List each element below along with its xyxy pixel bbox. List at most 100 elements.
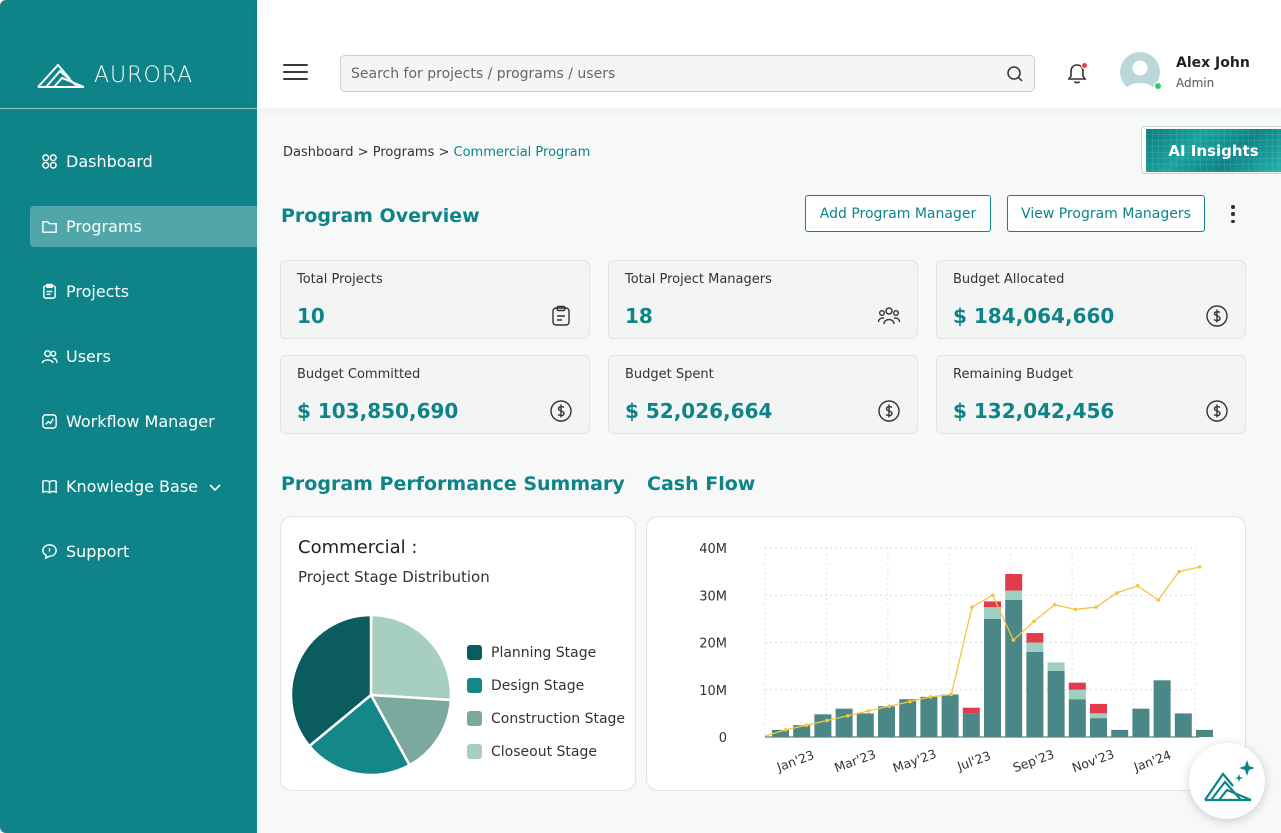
- assistant-fab-button[interactable]: [1189, 743, 1265, 819]
- sidebar-item-programs[interactable]: Programs: [30, 206, 257, 247]
- cash-flow-bar[interactable]: [899, 699, 917, 737]
- legend-item[interactable]: Planning Stage: [467, 636, 625, 669]
- cash-flow-bar[interactable]: [1090, 718, 1107, 737]
- hamburger-line: [283, 64, 308, 66]
- menu-toggle-button[interactable]: [283, 64, 308, 80]
- cash-flow-line-point[interactable]: [825, 718, 829, 723]
- performance-summary-title: Program Performance Summary: [281, 473, 625, 495]
- cash-flow-bar[interactable]: [1047, 670, 1065, 737]
- cash-flow-bar-segment[interactable]: [984, 601, 1001, 608]
- add-program-manager-button[interactable]: Add Program Manager: [805, 195, 991, 232]
- cash-flow-bar[interactable]: [814, 714, 832, 737]
- cash-flow-bar[interactable]: [941, 694, 959, 737]
- notification-button[interactable]: [1066, 62, 1088, 86]
- legend-item[interactable]: Closeout Stage: [467, 735, 625, 768]
- search-input[interactable]: [341, 56, 1006, 91]
- pie-slice-design-stage[interactable]: [307, 693, 412, 777]
- dollar-icon: [1205, 304, 1229, 328]
- cash-flow-line-point[interactable]: [1135, 584, 1140, 588]
- cash-flow-bar-segment[interactable]: [1005, 573, 1023, 591]
- cash-flow-bar-segment[interactable]: [962, 707, 980, 714]
- cash-flow-bar-segment[interactable]: [1005, 590, 1023, 600]
- more-options-button[interactable]: [1229, 205, 1237, 223]
- cash-flow-line-point[interactable]: [1094, 605, 1098, 609]
- cash-flow-bar[interactable]: [1068, 699, 1086, 737]
- cash-flow-bar-segment[interactable]: [984, 607, 1001, 619]
- cash-flow-bar[interactable]: [1132, 708, 1150, 737]
- pie-legend: Planning Stage Design Stage Construction S…: [467, 636, 625, 768]
- cash-flow-bar[interactable]: [856, 713, 874, 737]
- cash-flow-line-point[interactable]: [1197, 565, 1202, 569]
- cash-flow-bar-segment[interactable]: [1068, 689, 1086, 700]
- clipboard-icon: [40, 283, 58, 301]
- cash-flow-line-point[interactable]: [887, 704, 891, 709]
- stat-value: $ 184,064,660: [953, 304, 1115, 328]
- cash-flow-bar[interactable]: [1174, 713, 1192, 737]
- cash-flow-line-point[interactable]: [1177, 569, 1181, 574]
- cash-flow-line-point[interactable]: [783, 728, 788, 732]
- cash-flow-bar-segment[interactable]: [1068, 682, 1086, 690]
- y-tick-label: 30M: [699, 589, 727, 604]
- view-program-managers-button[interactable]: View Program Managers: [1007, 195, 1205, 232]
- sidebar-item-projects[interactable]: Projects: [30, 271, 257, 312]
- cash-flow-line-point[interactable]: [804, 723, 809, 727]
- pie-slice-closeout-stage[interactable]: [369, 613, 453, 702]
- breadcrumb-item-programs[interactable]: Programs: [372, 145, 435, 160]
- sidebar: AURORA Dashboard Programs Projects: [0, 0, 257, 833]
- cash-flow-line-point[interactable]: [1073, 607, 1078, 612]
- sidebar-item-workflow-manager[interactable]: Workflow Manager: [30, 401, 257, 442]
- cash-flow-line-point[interactable]: [846, 713, 850, 718]
- aurora-logo-icon: [37, 63, 85, 88]
- cash-flow-bar[interactable]: [835, 708, 853, 737]
- breadcrumb-item-dashboard[interactable]: Dashboard: [283, 145, 354, 160]
- x-tick-label: Mar'23: [832, 746, 877, 775]
- cash-flow-line-point[interactable]: [908, 699, 912, 704]
- cash-flow-line-point[interactable]: [1053, 602, 1057, 607]
- legend-item[interactable]: Design Stage: [467, 669, 625, 702]
- cash-flow-bar[interactable]: [920, 696, 938, 737]
- cash-flow-bar[interactable]: [1153, 680, 1171, 737]
- cash-flow-line-point[interactable]: [928, 695, 933, 699]
- avatar[interactable]: [1120, 52, 1160, 92]
- legend-item[interactable]: Construction Stage: [467, 702, 625, 735]
- cash-flow-line-point[interactable]: [990, 593, 995, 598]
- cash-flow-bar[interactable]: [772, 729, 789, 737]
- cash-flow-bar-segment[interactable]: [1047, 662, 1065, 671]
- cash-flow-bar[interactable]: [1026, 651, 1044, 737]
- cash-flow-bar[interactable]: [1111, 729, 1129, 737]
- cash-flow-bar-segment[interactable]: [1090, 703, 1107, 714]
- cash-flow-line-point[interactable]: [866, 709, 871, 713]
- sidebar-item-users[interactable]: Users: [30, 336, 257, 377]
- legend-label: Planning Stage: [491, 644, 597, 661]
- sidebar-item-knowledge-base[interactable]: Knowledge Base: [30, 466, 257, 507]
- cash-flow-bar-segment[interactable]: [1026, 633, 1044, 643]
- cash-flow-bar[interactable]: [1196, 729, 1213, 737]
- cash-flow-bar[interactable]: [878, 706, 895, 737]
- cash-flow-bar[interactable]: [962, 713, 980, 737]
- cash-flow-chart: 40M 30M 20M 10M 0 Jan'23 Mar'23 May'23 Jul'23 Sep…: [699, 542, 1213, 776]
- ai-insights-button[interactable]: AI Insights: [1141, 126, 1281, 174]
- cash-flow-line-point[interactable]: [949, 692, 954, 697]
- dollar-icon: [877, 399, 901, 423]
- cash-flow-line-point[interactable]: [970, 605, 974, 609]
- cash-flow-bar-segment[interactable]: [1090, 713, 1107, 719]
- sidebar-item-support[interactable]: Support: [30, 531, 257, 572]
- cash-flow-bar[interactable]: [984, 618, 1001, 737]
- cash-flow-line-point[interactable]: [1115, 591, 1119, 595]
- cash-flow-line-point[interactable]: [1011, 638, 1016, 642]
- pie-slice-construction-stage[interactable]: [368, 693, 453, 767]
- cash-flow-bar-segment[interactable]: [1026, 642, 1044, 652]
- brand-logo[interactable]: AURORA: [36, 58, 193, 92]
- clipboard-icon: [549, 304, 573, 328]
- online-status-indicator: [1154, 82, 1162, 90]
- pie-slice-planning-stage[interactable]: [289, 613, 373, 748]
- y-tick-label: 40M: [699, 542, 727, 557]
- cash-flow-line-point[interactable]: [1156, 598, 1161, 602]
- cash-flow-bar[interactable]: [1005, 599, 1023, 737]
- cash-flow-bar[interactable]: [793, 725, 811, 737]
- cash-flow-line-point[interactable]: [1032, 619, 1036, 624]
- chevron-down-icon[interactable]: [208, 480, 222, 494]
- notification-badge: [1081, 62, 1088, 69]
- search-icon[interactable]: [1006, 65, 1024, 83]
- sidebar-item-dashboard[interactable]: Dashboard: [30, 141, 257, 182]
